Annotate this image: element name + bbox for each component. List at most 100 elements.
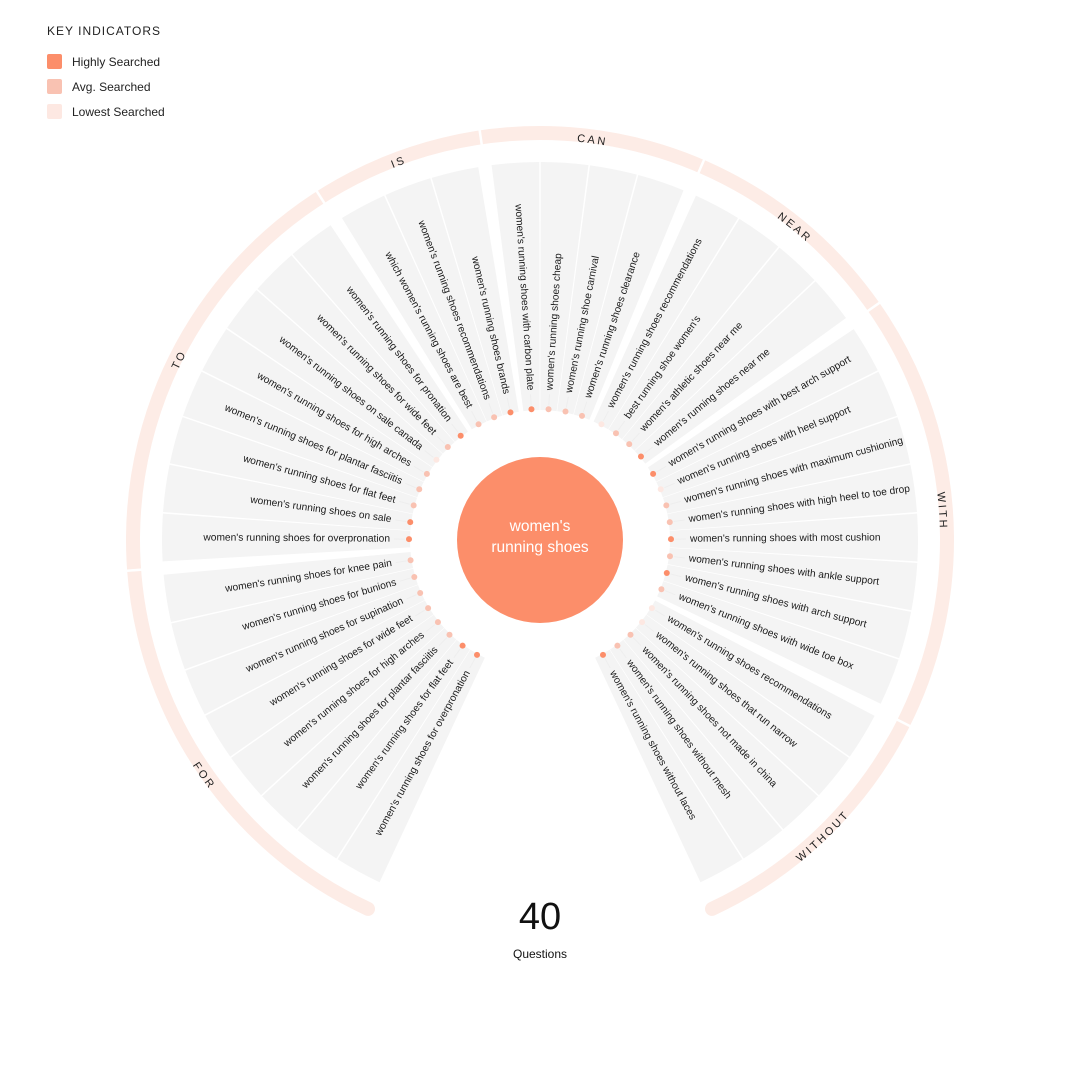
- question-spoke: [670, 573, 682, 578]
- indicator-dot-avg: [425, 605, 432, 612]
- question-spoke: [619, 648, 627, 659]
- group-label-can: CAN: [577, 133, 609, 149]
- center-topic-line-2: running shoes: [491, 539, 589, 556]
- question-spoke: [602, 410, 609, 422]
- indicator-dots: [406, 406, 674, 658]
- question-spoke: [664, 482, 675, 489]
- indicator-dot-high: [663, 569, 670, 576]
- indicator-dot-high: [507, 409, 514, 416]
- question-spoke: [582, 401, 588, 413]
- outer-ring-arc: [126, 126, 954, 916]
- question-segment: [634, 281, 846, 464]
- indicator-dot-avg: [658, 586, 665, 593]
- question-spoke: [631, 432, 640, 442]
- question-spoke: [469, 658, 476, 669]
- indicator-dot-low: [657, 486, 664, 493]
- indicator-dot-avg: [444, 443, 451, 450]
- center-topic-circle: [457, 457, 623, 623]
- legend-swatch-low: [47, 104, 62, 119]
- question-segment: [593, 195, 739, 430]
- question-spoke: [656, 465, 667, 473]
- indicator-dot-avg: [475, 421, 482, 428]
- indicator-dot-avg: [666, 519, 673, 526]
- indicator-dot-avg: [407, 557, 414, 564]
- indicator-dot-high: [459, 642, 466, 649]
- indicator-dot-avg: [545, 406, 552, 413]
- indicator-dot-avg: [562, 408, 569, 415]
- legend-label: Avg. Searched: [72, 79, 151, 94]
- question-label: women's running shoes with most cushion: [689, 532, 881, 544]
- indicator-dot-low: [598, 421, 605, 428]
- indicator-dot-avg: [666, 553, 673, 560]
- legend-label: Highly Searched: [72, 54, 161, 69]
- question-spoke: [424, 450, 434, 458]
- question-segment: [297, 639, 470, 859]
- indicator-dot-avg: [410, 502, 417, 509]
- question-segment: [667, 464, 917, 531]
- legend-item-avg-searched: Avg. Searched: [47, 74, 165, 99]
- question-count: 40 Questions: [440, 893, 640, 961]
- indicator-dot-high: [637, 453, 644, 460]
- ring-separator: [126, 568, 143, 573]
- indicator-dot-avg: [626, 441, 633, 448]
- question-segment: [163, 551, 414, 622]
- question-segment: [557, 165, 637, 415]
- ring-separator: [895, 718, 912, 728]
- question-segment: [669, 513, 919, 562]
- question-segment: [385, 178, 503, 422]
- question-count-label: Questions: [512, 947, 568, 961]
- question-segment: [431, 167, 519, 416]
- legend-label: Lowest Searched: [72, 104, 165, 119]
- question-spoke: [670, 500, 681, 505]
- question-spoke: [617, 420, 626, 431]
- indicator-dot-avg: [612, 430, 619, 437]
- indicator-dot-high: [528, 406, 535, 413]
- legend-item-lowest-searched: Lowest Searched: [47, 99, 165, 124]
- question-segment: [257, 255, 455, 454]
- question-spoke: [405, 482, 416, 489]
- question-segment: [610, 639, 783, 859]
- question-segment: [657, 581, 899, 704]
- question-spoke: [529, 394, 532, 406]
- ring-separator: [478, 129, 484, 146]
- indicator-dot-avg: [614, 642, 621, 649]
- question-label: women's running shoes for overpronation: [202, 532, 390, 544]
- question-segment: [667, 547, 918, 611]
- legend-swatch-high: [47, 54, 62, 69]
- indicator-dot-low: [433, 456, 440, 463]
- indicator-dot-low: [639, 619, 646, 626]
- indicator-dot-avg: [446, 631, 453, 638]
- question-segment: [573, 175, 684, 420]
- question-spoke: [471, 410, 478, 422]
- question-segment: [540, 162, 589, 412]
- indicator-dot-high: [599, 651, 606, 658]
- group-label-is: IS: [389, 154, 408, 171]
- indicator-dot-avg: [411, 573, 418, 580]
- question-segment: [231, 614, 445, 796]
- indicator-dot-high: [406, 536, 413, 543]
- question-count-value: 40: [518, 896, 562, 938]
- question-spoke: [399, 500, 410, 505]
- question-spoke: [395, 560, 407, 564]
- segments: [162, 162, 919, 883]
- indicator-dot-avg: [663, 502, 670, 509]
- center-topic-line-1: women's: [509, 518, 571, 535]
- question-spoke: [506, 397, 511, 409]
- question-spoke: [673, 519, 685, 523]
- indicator-dot-avg: [491, 414, 498, 421]
- group-label-without: WITHOUT: [794, 808, 852, 864]
- question-segment: [227, 290, 443, 468]
- question-segment: [292, 225, 468, 442]
- question-segment: [622, 247, 815, 451]
- question-spoke: [451, 423, 459, 433]
- legend-item-highly-searched: Highly Searched: [47, 49, 165, 74]
- center-topic-label: women's running shoes: [460, 516, 620, 558]
- question-spoke: [548, 394, 551, 406]
- question-spoke: [438, 637, 448, 646]
- indicator-dot-avg: [423, 470, 430, 477]
- question-segment: [171, 568, 418, 670]
- group-label-with: WITH: [934, 491, 949, 530]
- question-segment: [169, 417, 418, 514]
- question-segment: [183, 371, 424, 498]
